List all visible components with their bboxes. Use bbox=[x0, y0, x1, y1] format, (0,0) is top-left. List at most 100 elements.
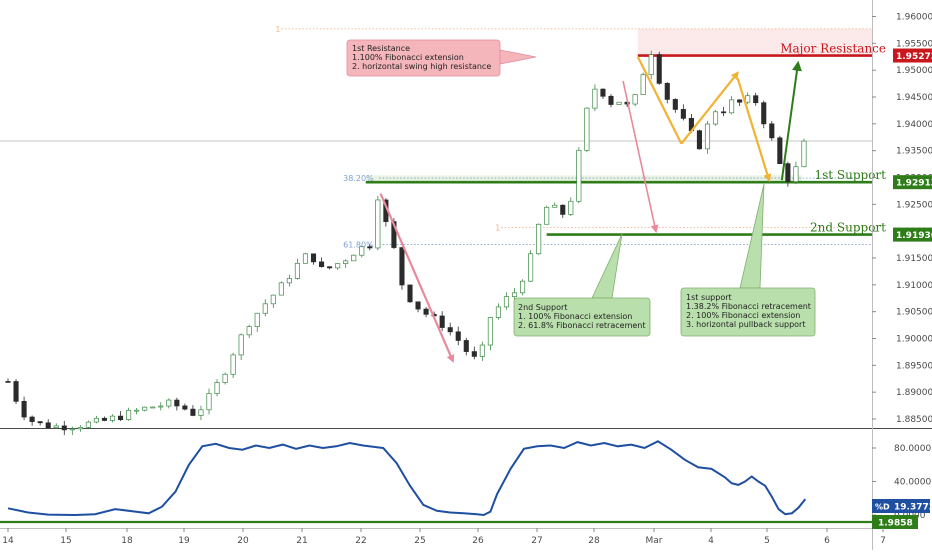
time-tick-label: 7 bbox=[880, 536, 886, 546]
first-support-note-pointer bbox=[739, 183, 765, 289]
price-tick-label: 1.95500 bbox=[896, 39, 932, 49]
candle-body bbox=[21, 400, 27, 418]
osc-series-name: %D bbox=[875, 503, 890, 512]
time-tick-label: 20 bbox=[237, 536, 249, 546]
price-tag-box bbox=[893, 227, 932, 242]
candle bbox=[704, 120, 711, 155]
candle bbox=[230, 352, 236, 378]
candle-body bbox=[262, 303, 268, 314]
candle bbox=[278, 281, 284, 296]
candle-body bbox=[576, 150, 582, 202]
time-tick-label: 4 bbox=[708, 536, 714, 546]
candle-body bbox=[166, 399, 172, 407]
candle-body bbox=[61, 425, 67, 431]
trend-drawings bbox=[379, 56, 802, 363]
candle-body bbox=[503, 296, 510, 308]
resistance-note-line: 1st Resistance bbox=[352, 44, 410, 53]
candle-body bbox=[118, 415, 124, 421]
price-axis[interactable]: 1.96000 1.95500 1.95000 1.94500 1.94000 1.935… bbox=[872, 0, 932, 550]
candle-body bbox=[753, 95, 759, 104]
candle-body bbox=[712, 111, 719, 125]
candle-body bbox=[560, 204, 566, 215]
candle bbox=[745, 92, 751, 104]
candle-body bbox=[680, 109, 686, 119]
time-axis[interactable]: 14 15 18 19 20 21 22 25 26 27 28 Mar 4 5 6 7 bbox=[0, 528, 886, 546]
time-tick-label: 5 bbox=[764, 536, 770, 546]
candle bbox=[584, 107, 590, 153]
osc-reference-tag bbox=[872, 515, 918, 529]
candle-body bbox=[479, 344, 485, 357]
candle bbox=[423, 307, 429, 318]
candle bbox=[463, 337, 469, 356]
price-tick-label: 1.94000 bbox=[896, 120, 932, 130]
candle-body bbox=[351, 254, 357, 262]
candle bbox=[592, 84, 598, 112]
candle-body bbox=[343, 260, 349, 264]
candle bbox=[134, 408, 140, 415]
candle-body bbox=[721, 111, 727, 114]
candle bbox=[142, 406, 148, 412]
candle-body bbox=[640, 74, 646, 95]
candle-body bbox=[45, 422, 51, 429]
second-support-note-line: 2. 61.8% Fibonacci retracement bbox=[518, 321, 646, 330]
candle bbox=[696, 129, 702, 150]
candle bbox=[672, 98, 678, 113]
candle bbox=[680, 104, 686, 121]
candle-body bbox=[648, 54, 654, 76]
candle-body bbox=[109, 415, 116, 421]
price-tick-label: 1.93500 bbox=[896, 147, 932, 157]
candle bbox=[37, 421, 43, 426]
candle bbox=[254, 312, 260, 332]
candle bbox=[166, 398, 172, 409]
candle bbox=[528, 250, 534, 282]
candle bbox=[536, 223, 542, 255]
candle-body bbox=[367, 246, 373, 249]
candle bbox=[664, 82, 670, 104]
price-tick-label: 1.95000 bbox=[896, 66, 932, 76]
resistance-note-pointer bbox=[499, 49, 537, 65]
time-tick-label: 14 bbox=[2, 536, 14, 546]
candle bbox=[335, 263, 341, 270]
candle-body bbox=[319, 261, 325, 268]
candle bbox=[29, 415, 35, 426]
time-tick-label: 22 bbox=[355, 536, 366, 546]
osc-value-tag bbox=[872, 499, 930, 513]
candle-body bbox=[29, 416, 35, 422]
candle bbox=[126, 407, 132, 421]
projection-arrow bbox=[622, 80, 659, 234]
candle bbox=[495, 303, 501, 320]
candle bbox=[455, 326, 461, 346]
candle-body bbox=[93, 417, 99, 423]
candle bbox=[520, 279, 526, 296]
fib-level-61-label: 61.80% bbox=[343, 241, 374, 250]
candle-body bbox=[5, 381, 11, 383]
candle bbox=[222, 372, 228, 385]
candle-body bbox=[761, 102, 767, 125]
candle bbox=[793, 161, 799, 185]
candle-body bbox=[793, 166, 799, 183]
gold-down-leg bbox=[636, 56, 683, 145]
candle bbox=[552, 202, 558, 208]
time-tick-label: 18 bbox=[121, 536, 133, 546]
candle bbox=[503, 292, 510, 310]
price-tick-label: 1.88500 bbox=[896, 415, 932, 425]
candle bbox=[13, 379, 19, 405]
candle bbox=[270, 294, 276, 309]
candle bbox=[608, 94, 614, 108]
candle bbox=[158, 402, 164, 411]
candle-body bbox=[335, 263, 341, 269]
candle bbox=[343, 259, 349, 268]
candle-body bbox=[568, 200, 574, 215]
candle bbox=[302, 252, 309, 264]
candle bbox=[769, 121, 775, 141]
candle-body bbox=[745, 95, 751, 103]
candle-body bbox=[270, 294, 276, 305]
price-tag-box bbox=[893, 175, 932, 190]
candle-body bbox=[13, 381, 19, 402]
candle bbox=[737, 99, 743, 106]
gold-up-leg bbox=[680, 71, 739, 145]
candle-body bbox=[423, 308, 429, 315]
candle bbox=[319, 257, 325, 268]
